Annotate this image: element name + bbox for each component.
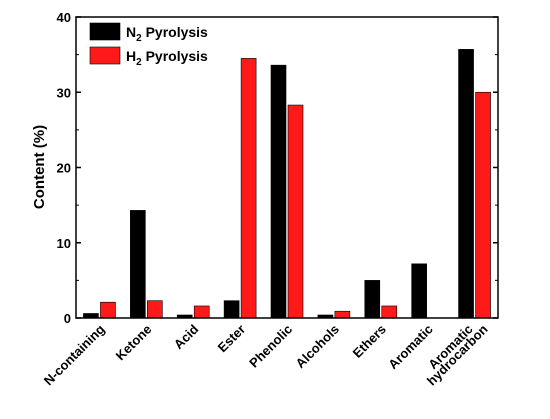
y-tick-label-4: 40 — [57, 10, 71, 25]
bar-series2-cat6 — [334, 310, 351, 319]
bar-series1-cat7 — [364, 280, 381, 319]
bar-series2-cat3 — [193, 305, 210, 319]
y-ticks-group: 0 10 20 30 40 — [57, 10, 498, 326]
bar-series2-cat2 — [147, 300, 163, 319]
bars-group — [83, 49, 491, 319]
bar-series1-cat8 — [411, 263, 427, 319]
y-tick-label-2: 20 — [57, 161, 71, 176]
y-tick-label-1: 10 — [57, 236, 71, 251]
legend-label-2: H2 Pyrolysis — [126, 48, 208, 68]
legend-swatch-1 — [89, 22, 121, 41]
bar-series2-cat9 — [475, 91, 491, 319]
y-tick-label-0: 0 — [64, 311, 71, 326]
bar-series2-cat7 — [381, 305, 398, 319]
bar-series1-cat2 — [130, 210, 146, 319]
x-tick-label-1: N-containing — [41, 321, 108, 388]
bar-series1-cat5 — [270, 64, 287, 319]
bar-series2-cat4 — [240, 58, 257, 319]
bar-series1-cat9 — [458, 49, 474, 319]
legend-label-1: N2 Pyrolysis — [126, 24, 208, 44]
y-tick-label-3: 30 — [57, 85, 71, 100]
y-axis-title: Content (%) — [31, 125, 48, 209]
x-tick-label-2: Ketone — [113, 322, 155, 364]
x-tick-label-7: Ethers — [350, 322, 389, 361]
bar-series1-cat4 — [223, 300, 240, 319]
x-tick-label-5: Phenolic — [246, 322, 295, 371]
x-tick-label-3: Acid — [171, 321, 202, 352]
bar-series2-cat5 — [287, 104, 304, 319]
x-tick-label-4: Ester — [215, 322, 249, 356]
legend: N2 Pyrolysis H2 Pyrolysis — [89, 22, 208, 68]
x-tick-label-6: Alcohols — [293, 322, 342, 371]
legend-swatch-2 — [89, 46, 121, 65]
x-labels-group: N-containing Ketone Acid EsterPhenolicAlcoh… — [41, 321, 491, 388]
bar-series2-cat1 — [100, 301, 116, 319]
